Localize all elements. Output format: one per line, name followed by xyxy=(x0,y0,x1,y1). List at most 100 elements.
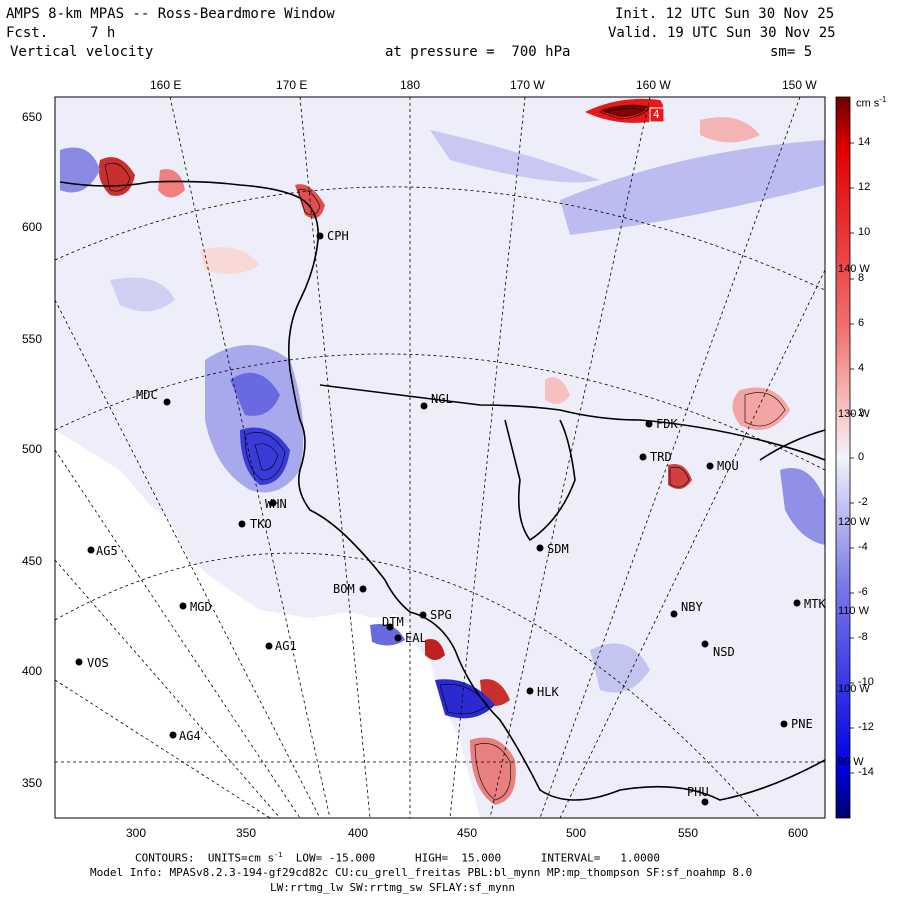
contour-info: CONTOURS: UNITS=cm s-1 LOW= -15.000 HIGH… xyxy=(135,851,660,865)
station-label: AG1 xyxy=(275,639,297,653)
lon-label: 180 xyxy=(400,78,421,92)
valid-time: Valid. 19 UTC Sun 30 Nov 25 xyxy=(608,25,836,41)
colorbar-label: -4 xyxy=(858,541,868,553)
station-label: VOS xyxy=(87,656,109,670)
inner-lon-label: 120 W xyxy=(838,516,870,528)
colorbar-units-exp: -1 xyxy=(879,95,887,104)
colorbar-label: 14 xyxy=(858,136,871,148)
updraft-region xyxy=(200,247,260,274)
downdraft-region xyxy=(110,277,175,312)
colorbar-label: 6 xyxy=(858,317,865,329)
y-tick-label: 650 xyxy=(22,110,43,124)
colorbar-label: -10 xyxy=(858,676,874,688)
station-label: DTM xyxy=(382,615,404,629)
downdraft-region xyxy=(230,372,280,416)
colorbar-label: -8 xyxy=(858,631,868,643)
lon-label: 170 W xyxy=(510,78,545,92)
colorbar-units: cm s-1 xyxy=(856,95,886,110)
contour-range: LOW= -15.000 HIGH= 15.000 INTERVAL= 1.00… xyxy=(282,851,661,865)
station-label: NSD xyxy=(713,645,735,659)
station-label: SDM xyxy=(547,542,569,556)
colorbar-label: -12 xyxy=(858,721,874,733)
no-data-region xyxy=(410,640,480,818)
x-tick-label: 300 xyxy=(126,826,147,840)
map-frame xyxy=(54,96,826,819)
station-label: CPH xyxy=(327,229,349,243)
station-label: MDC xyxy=(136,388,158,402)
colorbar xyxy=(835,96,851,819)
updraft-region xyxy=(668,464,692,489)
updraft-region xyxy=(700,117,760,143)
colorbar-label: 4 xyxy=(858,362,865,374)
station-label: EAL xyxy=(405,631,427,645)
x-tick-label: 450 xyxy=(457,826,478,840)
forecast-label: Fcst. xyxy=(6,25,49,41)
colorbar-label: -14 xyxy=(858,766,874,778)
updraft-region xyxy=(545,377,570,404)
station-label: PNE xyxy=(791,717,813,731)
colorbar-ticks xyxy=(850,142,854,774)
colorbar-label: 0 xyxy=(858,451,865,463)
station-label: NGL xyxy=(431,392,453,406)
y-tick-label: 500 xyxy=(22,442,43,456)
downdraft-region xyxy=(60,147,100,193)
y-tick-label: 550 xyxy=(22,332,43,346)
field-name: Vertical velocity xyxy=(10,44,154,60)
station-label: MTK xyxy=(804,597,826,611)
station-label: TRD xyxy=(650,450,672,464)
y-tick-label: 450 xyxy=(22,554,43,568)
y-tick-label: 400 xyxy=(22,664,43,678)
max-marker-label: 4 xyxy=(653,108,660,121)
x-tick-label: 550 xyxy=(678,826,699,840)
station-label: HLK xyxy=(537,685,559,699)
inner-lon-label: 90 W xyxy=(838,756,864,768)
station-markers xyxy=(75,232,801,806)
station-label: SPG xyxy=(430,608,452,622)
station-label: TKO xyxy=(250,517,272,531)
x-tick-label: 350 xyxy=(236,826,257,840)
station-label: MOU xyxy=(717,459,739,473)
forecast-hour: 7 h xyxy=(90,25,116,41)
station-label: AG4 xyxy=(179,729,201,743)
colorbar-label: 12 xyxy=(858,181,871,193)
station-label: WHN xyxy=(265,497,287,511)
colorbar-label: 10 xyxy=(858,226,871,238)
station-label: AG5 xyxy=(96,544,118,558)
model-info: Model Info: MPASv8.2.3-194-gf29cd82c CU:… xyxy=(90,866,753,879)
station-label: FDK xyxy=(656,417,678,431)
downdraft-core xyxy=(435,679,495,719)
smoothing-value: sm= 5 xyxy=(770,44,813,60)
downdraft-region xyxy=(590,643,650,693)
colorbar-label: 8 xyxy=(858,272,865,284)
inner-lon-label: 100 W xyxy=(838,683,870,695)
colorbar-units-text: cm s xyxy=(856,97,880,110)
lon-label: 170 E xyxy=(276,78,308,92)
contour-units-exp: -1 xyxy=(274,851,283,859)
colorbar-label: -6 xyxy=(858,586,868,598)
x-tick-label: 600 xyxy=(788,826,809,840)
colorbar-label: 2 xyxy=(858,407,865,419)
model-info-2: LW:rrtmg_lw SW:rrtmg_sw SFLAY:sf_mynn xyxy=(270,881,516,894)
coastline xyxy=(59,180,825,801)
x-tick-label: 500 xyxy=(566,826,587,840)
init-time: Init. 12 UTC Sun 30 Nov 25 xyxy=(615,6,835,22)
max-marker-box xyxy=(649,107,665,123)
updraft-region xyxy=(425,639,445,660)
downdraft-region xyxy=(780,468,825,545)
downdraft-region xyxy=(560,140,825,235)
inner-lon-label: 130 W xyxy=(838,408,870,420)
no-data-region xyxy=(55,430,410,818)
contour-lines xyxy=(104,105,786,801)
station-label: MGD xyxy=(190,600,212,614)
colorbar-label: -2 xyxy=(858,496,868,508)
station-label: PHU xyxy=(687,785,709,799)
lon-label: 160 W xyxy=(636,78,671,92)
inner-lon-label: 110 W xyxy=(838,605,869,617)
inner-lon-label: 140 W xyxy=(838,263,870,275)
graticule xyxy=(55,97,825,818)
downdraft-region xyxy=(430,130,600,183)
updraft-region xyxy=(158,169,185,198)
y-tick-label: 600 xyxy=(22,220,43,234)
station-label: BOM xyxy=(333,582,355,596)
